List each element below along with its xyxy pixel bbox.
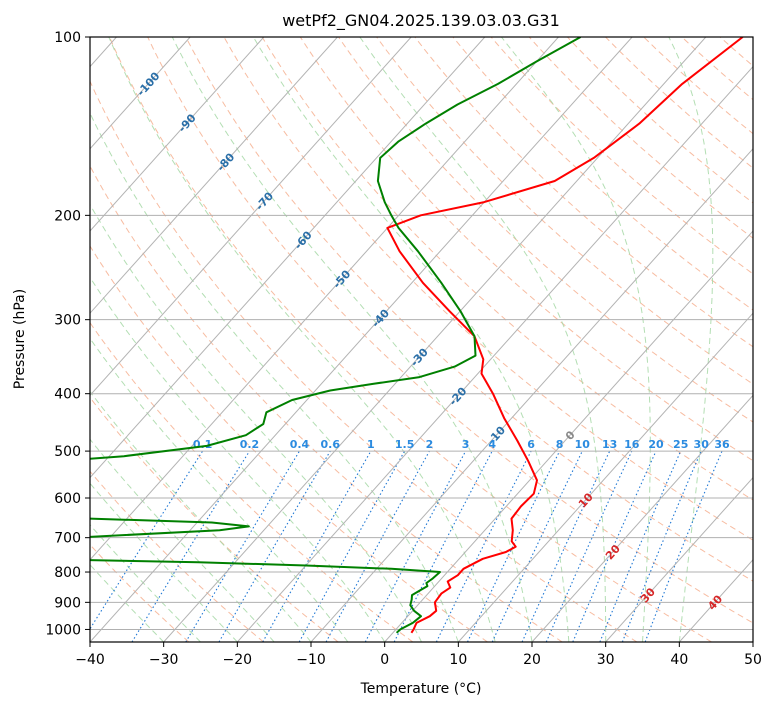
mixing-ratio-label: 10: [575, 438, 591, 451]
mixing-ratio-label: 2: [426, 438, 434, 451]
mixing-ratio-line: [325, 450, 430, 642]
mixing-ratio-label: 1: [367, 438, 375, 451]
mixing-ratio-line: [298, 450, 406, 642]
dry-adiabat-line: [90, 470, 264, 642]
chart-title: wetPf2_GN04.2025.139.03.03.G31: [282, 11, 560, 31]
mixing-ratio-label: 0.2: [240, 438, 260, 451]
mixing-ratio-label: 25: [673, 438, 688, 451]
y-tick-label: 1000: [45, 622, 81, 638]
temperature-profile-line: [386, 37, 744, 634]
moist-adiabat-line: [90, 276, 386, 642]
x-tick-label: 40: [670, 652, 688, 668]
moist-adiabats: [90, 37, 714, 642]
y-tick-label: 300: [54, 313, 81, 329]
moist-adiabat-line: [108, 37, 496, 642]
mixing-ratio-label: 8: [556, 438, 564, 451]
isotherm-line: [90, 37, 633, 642]
mixing-ratio-label: 16: [624, 438, 640, 451]
dry-adiabat-line: [376, 37, 753, 385]
isotherm-line: [163, 37, 707, 642]
dry-adiabat-line: [414, 37, 753, 348]
dry-adiabat-line: [90, 396, 339, 642]
isotherm-line: [236, 65, 753, 642]
y-tick-label: 200: [54, 208, 81, 224]
mixing-ratio-line: [621, 450, 702, 642]
mixing-ratio-label: 4: [488, 438, 496, 451]
isotherms: [90, 37, 753, 642]
moist-adiabat-line: [171, 37, 533, 642]
x-axis-label: Temperature (°C): [360, 681, 482, 697]
isotherm-line: [90, 37, 559, 561]
x-tick-label: −20: [223, 652, 253, 668]
moist-adiabat-line: [668, 37, 714, 642]
x-tick-label: 10: [449, 652, 467, 668]
mixing-ratio-label: 1.5: [395, 438, 415, 451]
mixing-ratio-line: [262, 450, 372, 642]
mixing-ratio-label: 30: [694, 438, 710, 451]
isotherm-line: [605, 476, 753, 642]
moist-adiabat-line: [252, 37, 570, 642]
x-tick-label: 20: [523, 652, 541, 668]
plot-frame: [89, 36, 754, 643]
moist-adiabat-line: [90, 203, 422, 642]
y-tick-label: 600: [54, 491, 81, 507]
mixing-ratio-label: 0.6: [321, 438, 341, 451]
mixing-ratio-label: 3: [462, 438, 470, 451]
y-axis-label: Pressure (hPa): [12, 289, 28, 389]
isotherm-line: [90, 37, 486, 479]
mixing-ratio-line: [545, 450, 633, 642]
y-tick-label: 500: [54, 444, 81, 460]
moist-adiabat-line: [501, 37, 651, 642]
y-axis-ticks: 100 200 300 400 500 600 700 800 900 1000: [45, 30, 90, 638]
mixing-ratio-label: 6: [527, 438, 535, 451]
mixing-ratio-label: 36: [714, 438, 730, 451]
dry-adiabat-line: [452, 37, 753, 311]
mixing-ratio-line: [435, 450, 532, 642]
isotherm-line: [531, 394, 753, 642]
dry-adiabat-line: [90, 543, 190, 642]
moist-adiabat-line: [90, 337, 349, 642]
y-tick-label: 800: [54, 565, 81, 581]
mixing-ratio-label: 0.4: [290, 438, 310, 451]
dry-adiabat-line: [147, 37, 753, 624]
x-tick-label: 30: [597, 652, 615, 668]
x-axis-ticks: −40 −30 −20 −10 0 10 20 30 40 50: [75, 642, 762, 668]
y-tick-label: 100: [54, 30, 81, 46]
isotherm-line: [90, 37, 412, 397]
mixing-ratio-label: 13: [602, 438, 617, 451]
dry-adiabat-line: [90, 245, 488, 642]
x-tick-label: −40: [75, 652, 105, 668]
isotherm-line: [310, 148, 753, 642]
mixing-ratio-line: [572, 450, 657, 642]
moist-adiabat-line: [90, 111, 459, 642]
isotherm-line: [90, 37, 338, 314]
x-tick-label: 0: [380, 652, 389, 668]
isotherm-line: [457, 312, 753, 642]
mixing-ratio-line: [90, 450, 204, 630]
isotherm-line: [90, 37, 191, 150]
mixing-ratio-labels: 0.1 0.2 0.4 0.6 1 1.5 2 3 4 6 8 10 13 16 20 25 30 36: [193, 438, 730, 451]
mixing-ratio-line: [644, 450, 723, 642]
x-tick-label: −30: [149, 652, 179, 668]
moist-adiabat-line: [90, 482, 238, 642]
y-tick-label: 900: [54, 595, 81, 611]
dry-adiabat-line: [90, 165, 563, 642]
mixing-ratio-line: [599, 450, 682, 642]
x-tick-label: −10: [296, 652, 326, 668]
dewpoint-profile-line: [90, 37, 582, 634]
moist-adiabat-line: [359, 37, 607, 642]
y-tick-label: 400: [54, 387, 81, 403]
sounding-series: [90, 37, 744, 634]
mixing-ratio-label: 20: [648, 438, 664, 451]
isotherm-line: [384, 230, 753, 642]
moist-adiabat-line: [90, 438, 275, 642]
y-tick-label: 700: [54, 531, 81, 547]
x-tick-label: 50: [744, 652, 762, 668]
isotherm-line: [90, 37, 265, 232]
